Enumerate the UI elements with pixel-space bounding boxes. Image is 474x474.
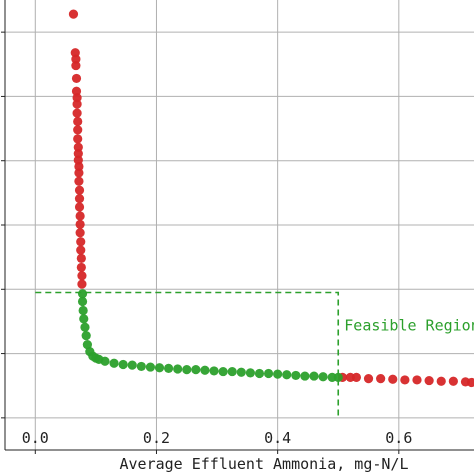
x-tick-label: 0.2 [143,429,170,447]
infeasible-point [363,374,374,384]
infeasible-point [376,374,386,384]
infeasible-point [388,374,398,384]
infeasible-point [74,194,85,204]
infeasible-point [74,185,85,195]
infeasible-point [76,253,86,264]
infeasible-point [74,202,85,212]
feasible-point [236,367,246,377]
feasible-region-boundary [35,291,340,418]
data-points [68,9,474,388]
feasible-point [191,365,201,375]
infeasible-point [76,237,86,247]
feasible-point [80,322,90,332]
feasible-point [145,362,156,372]
x-tick-label: 0.0 [22,429,49,447]
feasible-point [209,366,219,376]
feasible-point [78,305,88,316]
infeasible-point [73,142,83,152]
feasible-point [127,360,137,370]
feasible-point [318,372,328,382]
feasible-region-label: Feasible Region [344,316,474,334]
feasible-point [309,371,319,381]
infeasible-point [72,99,82,109]
feasible-point [154,363,165,373]
feasible-point [263,368,274,379]
infeasible-point [74,161,84,172]
infeasible-point [73,149,83,159]
feasible-point [227,366,237,377]
feasible-boundary-line [35,291,340,418]
infeasible-point [68,9,79,19]
infeasible-point [400,375,410,385]
infeasible-point [73,134,83,144]
feasible-point [118,359,128,370]
infeasible-point [73,125,83,135]
feasible-point [109,358,119,368]
feasible-point [273,369,283,379]
feasible-point [182,365,192,375]
infeasible-point [71,73,82,84]
feasible-point [163,363,174,373]
feasible-point [291,370,301,381]
x-tick-label: 0.6 [385,429,412,447]
feasible-point [136,361,146,372]
feasible-point [282,370,292,380]
infeasible-point [424,375,434,386]
infeasible-point [436,376,446,386]
infeasible-point [448,376,458,386]
feasible-point [300,371,310,381]
infeasible-point [72,108,82,118]
feasible-point [81,330,91,341]
infeasible-point [75,228,85,238]
feasible-point [77,296,88,307]
feasible-point [254,368,265,379]
feasible-point [100,356,110,366]
infeasible-point [71,54,81,64]
infeasible-point [76,262,86,273]
infeasible-point [75,219,85,229]
feasible-point [218,366,228,377]
infeasible-point [77,271,87,281]
x-tick-label: 0.4 [264,429,291,447]
infeasible-point [74,176,84,186]
x-axis-title: Average Effluent Ammonia, mg-N/L [120,455,409,473]
infeasible-point [71,60,81,71]
infeasible-point [466,377,474,388]
infeasible-point [76,245,86,255]
feasible-point [200,365,210,375]
infeasible-point [72,93,82,103]
feasible-point [245,368,255,378]
feasible-point [79,314,89,324]
feasible-point [173,364,183,374]
infeasible-point [351,372,362,382]
feasible-point [333,372,343,382]
infeasible-point [75,211,85,221]
feasible-point [82,339,92,350]
axes [1,0,474,454]
infeasible-point [74,168,84,178]
feasible-point [77,289,88,299]
infeasible-point [412,375,422,385]
infeasible-point [77,279,87,289]
infeasible-point [73,116,83,127]
